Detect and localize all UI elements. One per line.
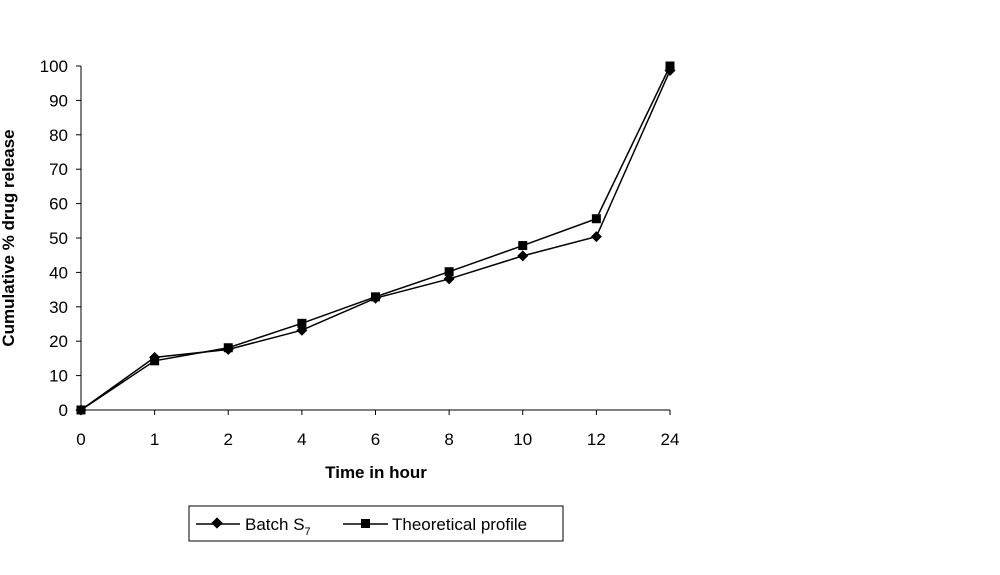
- square-marker: [297, 318, 307, 328]
- x-tick-label: 2: [224, 430, 233, 449]
- x-tick-labels: 0 1 2 4 6 8 10 12 24: [76, 430, 679, 449]
- y-tick-label: 40: [49, 263, 68, 282]
- y-tick-label: 20: [49, 332, 68, 351]
- series-2: [76, 61, 675, 415]
- series-line: [80, 65, 671, 411]
- x-tick-label: 24: [661, 430, 680, 449]
- legend-label-theoretical: Theoretical profile: [392, 515, 527, 534]
- x-tick-label: 8: [444, 430, 453, 449]
- square-marker: [76, 405, 86, 415]
- square-marker: [665, 61, 675, 71]
- y-tick-label: 80: [49, 126, 68, 145]
- series-line: [80, 70, 671, 411]
- y-tick-label: 90: [49, 91, 68, 110]
- y-tick-label: 100: [40, 57, 68, 76]
- square-marker: [444, 267, 454, 277]
- diamond-marker: [590, 231, 602, 243]
- x-tick-label: 1: [150, 430, 159, 449]
- square-marker: [371, 292, 380, 302]
- y-axis-title: Cumulative % drug release: [0, 129, 18, 346]
- x-tick-label: 10: [513, 430, 532, 449]
- legend-marker-square: [361, 519, 370, 528]
- x-axis-title: Time in hour: [325, 463, 427, 482]
- y-tick-label: 30: [49, 298, 68, 317]
- square-marker: [223, 343, 233, 353]
- y-tick-label: 60: [49, 195, 68, 214]
- legend-label-batch: Batch S7: [245, 515, 311, 538]
- square-marker: [518, 241, 528, 251]
- x-tick-label: 6: [371, 430, 380, 449]
- square-marker: [150, 356, 160, 366]
- legend: Batch S7 Theoretical profile: [188, 505, 564, 542]
- legend-marker-diamond: [211, 517, 223, 529]
- x-tick-label: 4: [297, 430, 306, 449]
- legend-label-batch-main: Batch S: [245, 515, 305, 534]
- y-tick-labels: 0 10 20 30 40 50 60 70 80 90 100: [40, 57, 68, 420]
- y-tick-label: 50: [49, 229, 68, 248]
- series-1: [75, 64, 676, 416]
- x-tick-label: 12: [587, 430, 606, 449]
- legend-label-batch-subscript: 7: [305, 526, 311, 538]
- y-tick-label: 0: [59, 401, 68, 420]
- y-tick-label: 10: [49, 367, 68, 386]
- diamond-marker: [517, 250, 529, 262]
- square-marker: [591, 214, 601, 224]
- y-tick-label: 70: [49, 160, 68, 179]
- x-tick-label: 0: [76, 430, 85, 449]
- series-lines: [75, 61, 676, 416]
